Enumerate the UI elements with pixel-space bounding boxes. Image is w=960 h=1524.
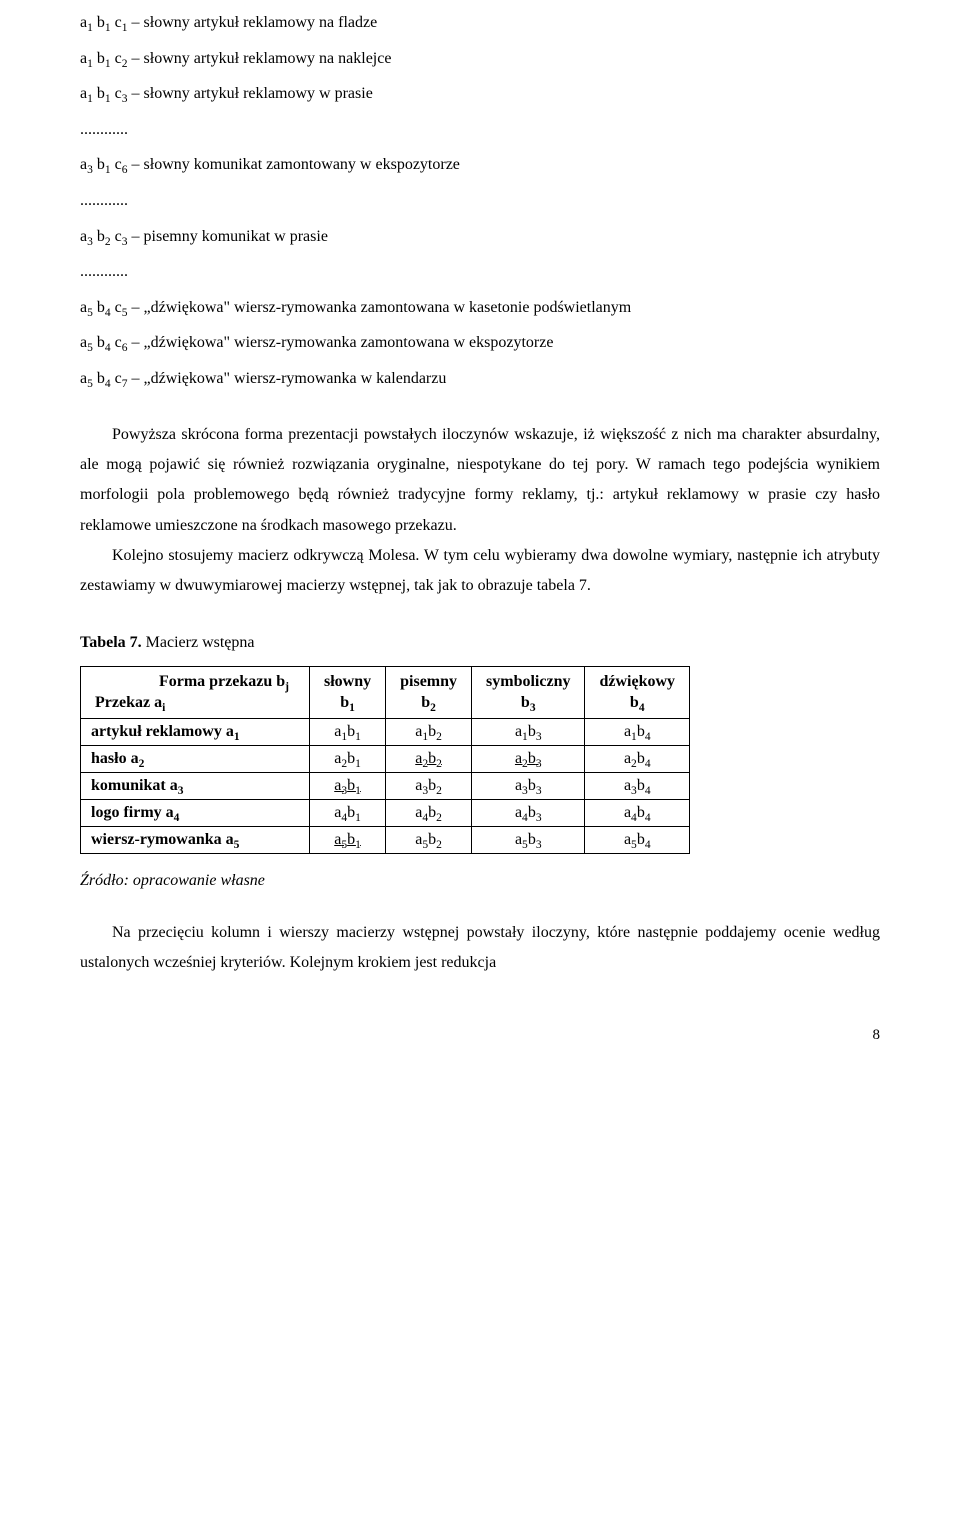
table-row: logo firmy a4a4b1a4b2a4b3a4b4 bbox=[81, 800, 690, 827]
paragraph: Na przecięciu kolumn i wierszy macierzy … bbox=[80, 918, 880, 979]
paragraph: Kolejno stosujemy macierz odkrywczą Mole… bbox=[80, 541, 880, 602]
document-page: a1 b1 c1 – słowny artykuł reklamowy na f… bbox=[0, 0, 960, 1084]
table-row-header: komunikat a3 bbox=[81, 773, 310, 800]
table-cell: a4b1 bbox=[310, 800, 386, 827]
table-cell: a2b2 bbox=[386, 746, 472, 773]
table-cell: a4b3 bbox=[472, 800, 585, 827]
table-row-header: artykuł reklamowy a1 bbox=[81, 719, 310, 746]
table-row-header: hasło a2 bbox=[81, 746, 310, 773]
table-cell: a4b2 bbox=[386, 800, 472, 827]
table-cell: a3b1 bbox=[310, 773, 386, 800]
list-item: a3 b1 c6 – słowny komunikat zamontowany … bbox=[80, 152, 880, 178]
ellipsis: ............ bbox=[80, 259, 880, 285]
table-cell: a1b1 bbox=[310, 719, 386, 746]
table-row-header: logo firmy a4 bbox=[81, 800, 310, 827]
table-cell: a5b1 bbox=[310, 827, 386, 854]
code-list: a1 b1 c1 – słowny artykuł reklamowy na f… bbox=[80, 10, 880, 392]
table-cell: a1b4 bbox=[585, 719, 690, 746]
table-cell: a4b4 bbox=[585, 800, 690, 827]
table-cell: a2b1 bbox=[310, 746, 386, 773]
table-row: komunikat a3a3b1a3b2a3b3a3b4 bbox=[81, 773, 690, 800]
table-caption-number: Tabela 7. bbox=[80, 634, 142, 651]
page-number: 8 bbox=[80, 1027, 880, 1044]
paragraph: Powyższa skrócona forma prezentacji pows… bbox=[80, 420, 880, 542]
list-item: a5 b4 c6 – „dźwiękowa" wiersz-rymowanka … bbox=[80, 330, 880, 356]
table-source: Źródło: opracowanie własne bbox=[80, 872, 880, 890]
table-head: Forma przekazu bjPrzekaz aisłownyb1pisem… bbox=[81, 666, 690, 718]
table-column-header: pisemnyb2 bbox=[386, 666, 472, 718]
table-row-header: wiersz-rymowanka a5 bbox=[81, 827, 310, 854]
table-cell: a1b2 bbox=[386, 719, 472, 746]
list-item: a1 b1 c3 – słowny artykuł reklamowy w pr… bbox=[80, 81, 880, 107]
list-item: a3 b2 c3 – pisemny komunikat w prasie bbox=[80, 224, 880, 250]
table-caption: Tabela 7. Macierz wstępna bbox=[80, 634, 880, 652]
table-cell: a2b4 bbox=[585, 746, 690, 773]
table-column-header: dźwiękowyb4 bbox=[585, 666, 690, 718]
table-row: hasło a2a2b1a2b2a2b3a2b4 bbox=[81, 746, 690, 773]
table-cell: a3b4 bbox=[585, 773, 690, 800]
ellipsis: ............ bbox=[80, 117, 880, 143]
table-row: artykuł reklamowy a1a1b1a1b2a1b3a1b4 bbox=[81, 719, 690, 746]
table-corner-header: Forma przekazu bjPrzekaz ai bbox=[81, 666, 310, 718]
list-item: a1 b1 c1 – słowny artykuł reklamowy na f… bbox=[80, 10, 880, 36]
table-cell: a2b3 bbox=[472, 746, 585, 773]
matrix-table: Forma przekazu bjPrzekaz aisłownyb1pisem… bbox=[80, 666, 690, 854]
table-cell: a5b3 bbox=[472, 827, 585, 854]
table-column-header: symbolicznyb3 bbox=[472, 666, 585, 718]
ellipsis: ............ bbox=[80, 188, 880, 214]
table-cell: a1b3 bbox=[472, 719, 585, 746]
footer-paragraph-block: Na przecięciu kolumn i wierszy macierzy … bbox=[80, 918, 880, 979]
list-item: a5 b4 c7 – „dźwiękowa" wiersz-rymowanka … bbox=[80, 366, 880, 392]
list-item: a5 b4 c5 – „dźwiękowa" wiersz-rymowanka … bbox=[80, 295, 880, 321]
table-cell: a3b3 bbox=[472, 773, 585, 800]
table-caption-title: Macierz wstępna bbox=[142, 634, 255, 651]
table-cell: a5b2 bbox=[386, 827, 472, 854]
table-body: artykuł reklamowy a1a1b1a1b2a1b3a1b4hasł… bbox=[81, 719, 690, 854]
table-column-header: słownyb1 bbox=[310, 666, 386, 718]
table-cell: a5b4 bbox=[585, 827, 690, 854]
table-cell: a3b2 bbox=[386, 773, 472, 800]
body-paragraphs: Powyższa skrócona forma prezentacji pows… bbox=[80, 420, 880, 602]
list-item: a1 b1 c2 – słowny artykuł reklamowy na n… bbox=[80, 46, 880, 72]
table-row: wiersz-rymowanka a5a5b1a5b2a5b3a5b4 bbox=[81, 827, 690, 854]
